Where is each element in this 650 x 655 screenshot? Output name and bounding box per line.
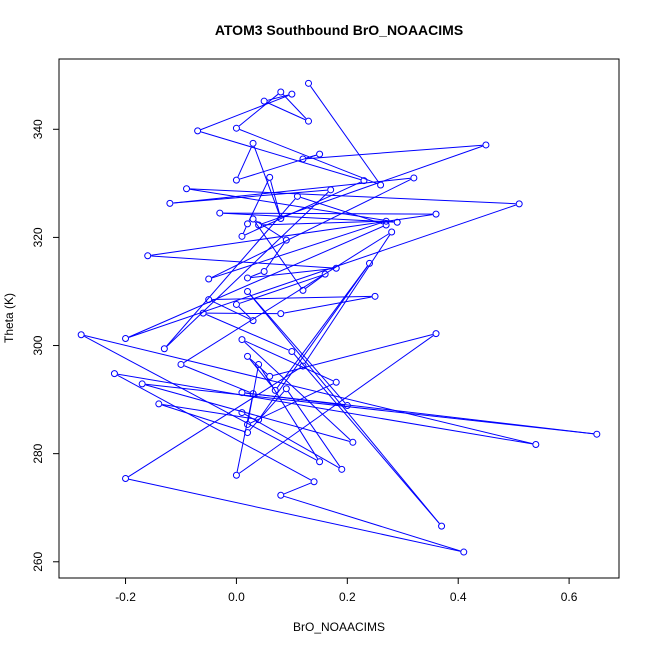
y-axis-label: Theta (K) [2,293,16,343]
x-axis-label: BrO_NOAACIMS [293,620,385,634]
x-tick-label: 0.4 [450,590,467,604]
y-tick-label: 300 [31,335,45,355]
x-tick-label: -0.2 [115,590,136,604]
y-tick-label: 320 [31,227,45,247]
x-tick-label: 0.0 [228,590,245,604]
x-tick-label: 0.6 [561,590,578,604]
chart-title: ATOM3 Southbound BrO_NOAACIMS [215,22,463,38]
y-tick-label: 260 [31,551,45,571]
y-tick-label: 280 [31,443,45,463]
x-tick-label: 0.2 [339,590,356,604]
y-tick-label: 340 [31,119,45,139]
